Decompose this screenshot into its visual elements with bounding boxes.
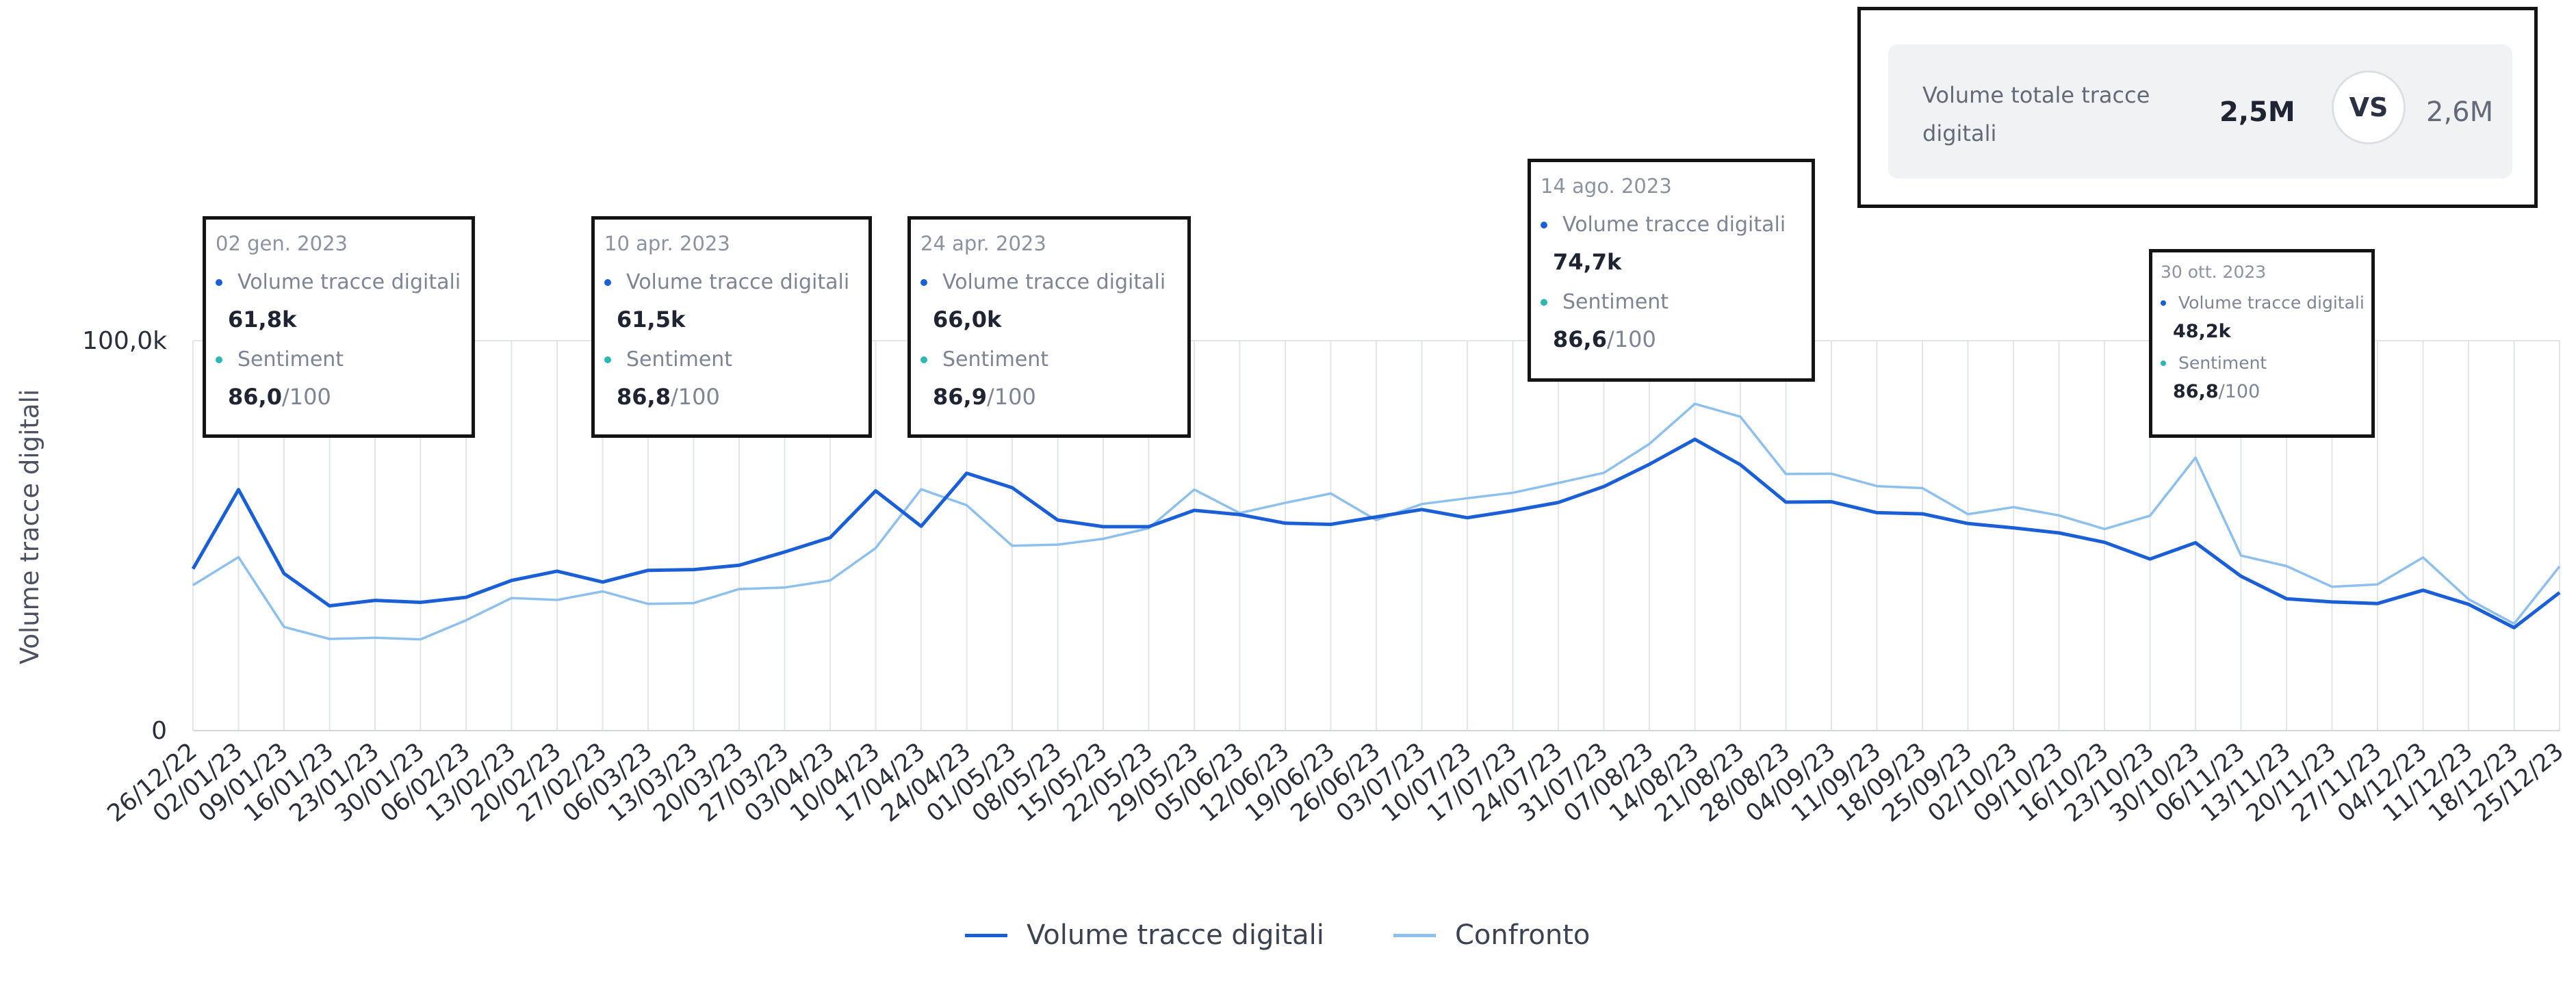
sentiment-dot-icon	[216, 356, 222, 363]
sentiment-dot-icon	[2161, 360, 2166, 366]
sentiment-score: 86,9	[933, 384, 987, 410]
tooltip-1: 02 gen. 2023 Volume tracce digitali 61,8…	[203, 216, 475, 438]
tooltip-date: 24 apr. 2023	[920, 232, 1046, 255]
volume-dot-icon	[1541, 221, 1547, 228]
chart-lines	[191, 402, 2561, 641]
volume-dot-icon	[920, 278, 927, 286]
tooltip-sentiment-value: 86,6/100	[1553, 326, 1812, 352]
legend-swatch-confronto	[1393, 933, 1436, 937]
sentiment-unit: /100	[1606, 326, 1656, 352]
summary-card: Volume totale tracce digitali 2,5M VS 2,…	[1888, 44, 2512, 179]
y-axis-label: Volume tracce digitali	[15, 389, 44, 664]
y-tick-label: 0	[151, 717, 167, 745]
tooltip-volume-label: Volume tracce digitali	[626, 270, 850, 294]
tooltip-2: 10 apr. 2023 Volume tracce digitali 61,5…	[591, 216, 872, 438]
tooltip-volume-value: 48,2k	[2173, 321, 2231, 342]
legend-label-confronto: Confronto	[1455, 919, 1590, 951]
series-line-volume	[191, 437, 2561, 629]
summary-box: Volume totale tracce digitali 2,5M VS 2,…	[1857, 7, 2538, 208]
sentiment-unit: /100	[670, 384, 720, 410]
tooltip-sentiment-value: 86,0/100	[228, 384, 472, 410]
tooltip-date: 02 gen. 2023	[216, 232, 348, 255]
tooltip-sentiment-label: Sentiment	[1562, 290, 1669, 314]
volume-dot-icon	[216, 278, 222, 286]
sentiment-unit: /100	[986, 384, 1036, 410]
tooltip-volume-label: Volume tracce digitali	[942, 270, 1166, 294]
tooltip-date: 30 ott. 2023	[2161, 262, 2267, 282]
tooltip-volume-value: 61,8k	[228, 306, 297, 332]
tooltip-date: 10 apr. 2023	[604, 232, 730, 255]
y-tick-label: 100,0k	[82, 327, 167, 355]
tooltip-volume-value: 61,5k	[617, 306, 686, 332]
summary-comparison-value: 2,6M	[2426, 96, 2494, 128]
tooltip-volume-value: 66,0k	[933, 306, 1002, 332]
y-axis-ticks: 0 100,0k	[82, 327, 167, 745]
sentiment-score: 86,0	[228, 384, 282, 410]
volume-dot-icon	[604, 278, 611, 286]
tooltip-3: 24 apr. 2023 Volume tracce digitali 66,0…	[907, 216, 1191, 438]
legend-swatch-volume	[965, 933, 1007, 937]
tooltip-5: 30 ott. 2023 Volume tracce digitali 48,2…	[2149, 249, 2375, 438]
sentiment-dot-icon	[1541, 298, 1547, 306]
volume-dot-icon	[2161, 300, 2166, 306]
tooltip-sentiment-value: 86,8/100	[617, 384, 868, 410]
series-line-confronto	[192, 402, 2561, 641]
tooltip-volume-label: Volume tracce digitali	[1562, 213, 1786, 237]
tooltip-sentiment-label: Sentiment	[2178, 353, 2267, 373]
vs-badge: VS	[2332, 70, 2406, 144]
sentiment-score: 86,8	[2173, 381, 2219, 402]
legend-label-volume: Volume tracce digitali	[1027, 919, 1324, 951]
sentiment-score: 86,8	[617, 384, 671, 410]
x-axis-ticks: 26/12/2202/01/2309/01/2316/01/2323/01/23…	[103, 737, 2569, 828]
legend-item-confronto[interactable]: Confronto	[1393, 919, 1590, 951]
tooltip-volume-value: 74,7k	[1553, 249, 1622, 275]
tooltip-sentiment-label: Sentiment	[942, 348, 1049, 371]
sentiment-score: 86,6	[1553, 326, 1607, 352]
tooltip-volume-label: Volume tracce digitali	[2178, 293, 2365, 313]
summary-label: Volume totale tracce digitali	[1922, 82, 2150, 146]
sentiment-dot-icon	[604, 356, 611, 363]
legend-item-volume[interactable]: Volume tracce digitali	[965, 919, 1324, 951]
tooltip-sentiment-label: Sentiment	[237, 348, 344, 371]
sentiment-unit: /100	[2218, 381, 2261, 402]
tooltip-volume-label: Volume tracce digitali	[237, 270, 461, 294]
tooltip-sentiment-value: 86,8/100	[2173, 381, 2371, 402]
sentiment-unit: /100	[281, 384, 331, 410]
sentiment-dot-icon	[920, 356, 927, 363]
tooltip-4: 14 ago. 2023 Volume tracce digitali 74,7…	[1528, 159, 1815, 382]
tooltip-date: 14 ago. 2023	[1541, 174, 1672, 198]
tooltip-sentiment-value: 86,9/100	[933, 384, 1187, 410]
tooltip-sentiment-label: Sentiment	[626, 348, 733, 371]
summary-value: 2,5M	[2219, 96, 2295, 128]
